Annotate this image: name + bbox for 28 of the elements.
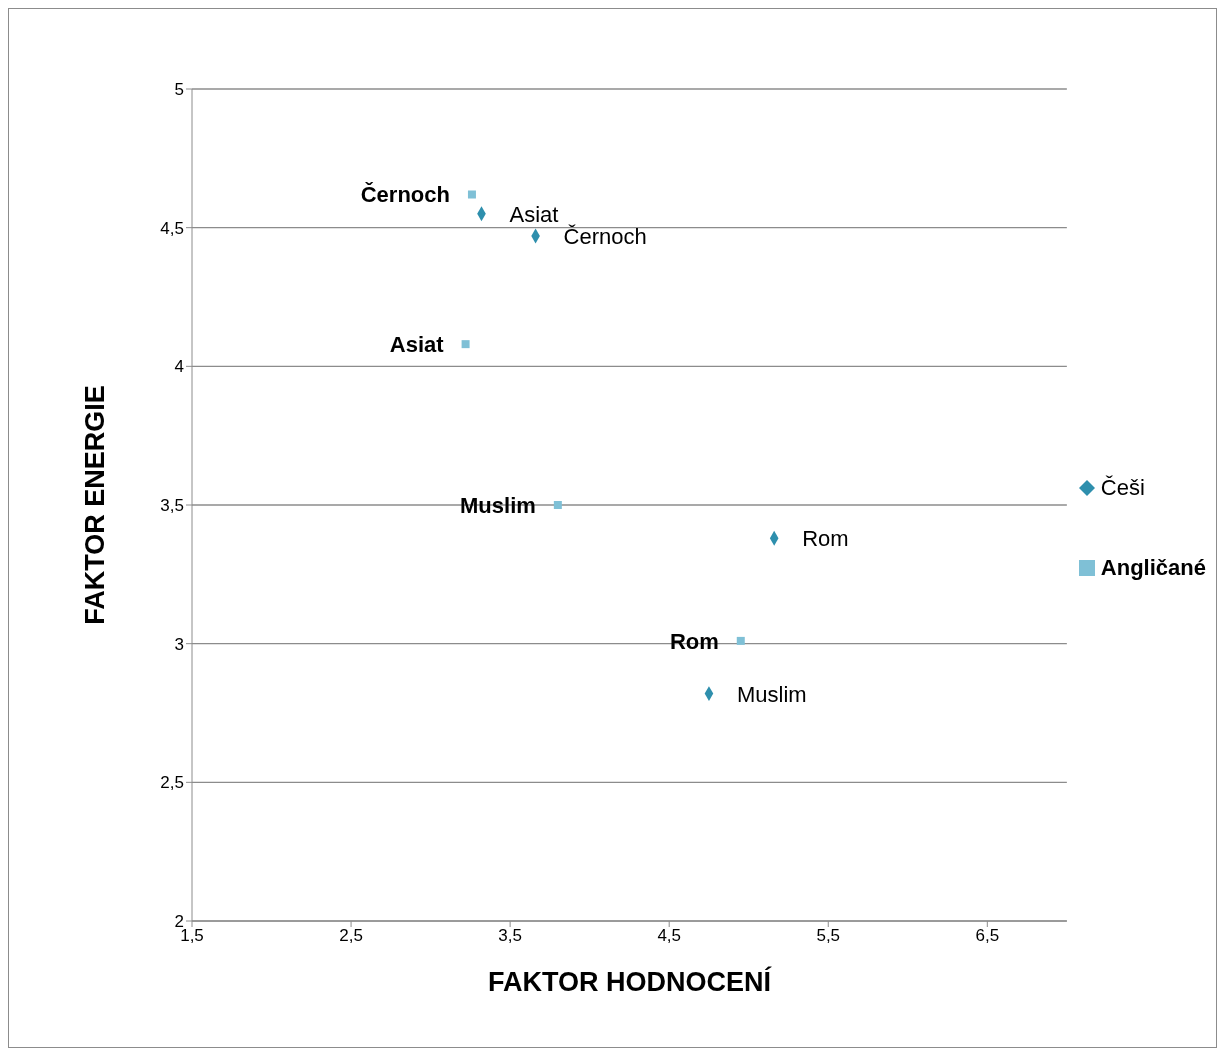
point: [461, 340, 470, 349]
x-tick-label: 3,5: [498, 926, 522, 946]
annotation: Rom: [802, 526, 849, 552]
point: [467, 190, 476, 199]
x-tick-label: 6,5: [975, 926, 1000, 946]
x-axis-title: FAKTOR HODNOCENÍ: [487, 966, 773, 997]
point: [553, 501, 562, 509]
annotation: Asiat: [389, 332, 445, 358]
annotation: Asiat: [509, 201, 559, 227]
point: [736, 636, 745, 645]
legend-label: Angličané: [1100, 555, 1206, 581]
x-tick-label: 4,5: [657, 926, 682, 946]
y-tick-label: 4,5: [160, 218, 184, 238]
y-axis-title: FAKTOR ENERGIE: [79, 385, 110, 625]
y-tick-label: 4: [174, 357, 184, 377]
annotation: Černoch: [563, 223, 647, 249]
legend-label: Češi: [1100, 475, 1145, 501]
annotation: Muslim: [736, 681, 807, 707]
y-tick-label: 3,5: [160, 496, 184, 516]
annotation: Rom: [669, 628, 719, 654]
annotation: Muslim: [460, 493, 536, 518]
y-tick-label: 2,5: [160, 773, 184, 793]
y-tick-label: 5: [174, 80, 184, 100]
x-tick-label: 1,5: [180, 926, 204, 946]
y-tick-label: 3: [174, 634, 184, 654]
annotation: Černoch: [360, 182, 450, 208]
x-tick-label: 5,5: [816, 926, 841, 946]
x-tick-label: 2,5: [339, 926, 363, 946]
